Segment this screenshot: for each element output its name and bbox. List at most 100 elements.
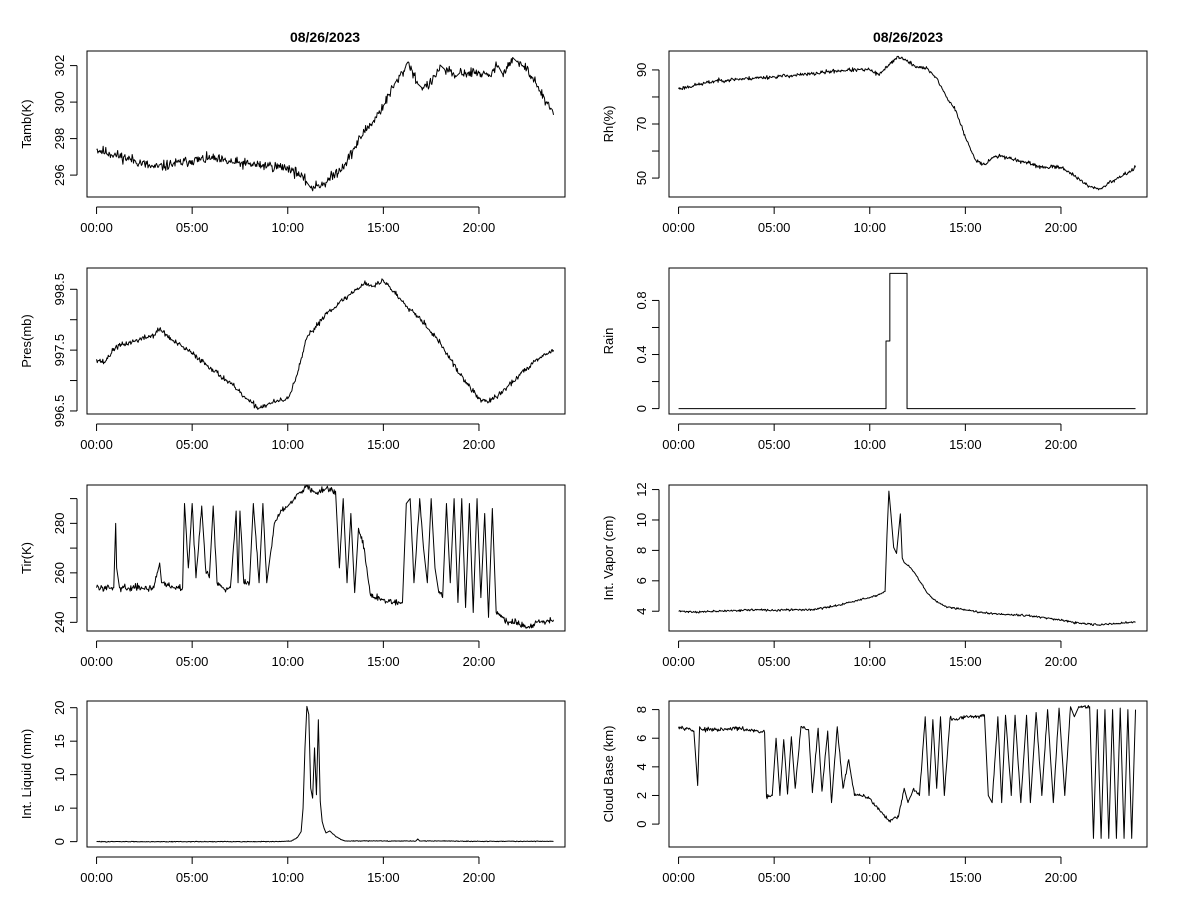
y-tick-label: 296 (52, 164, 67, 186)
series-line-tir (96, 485, 554, 629)
x-tick-label: 00:00 (80, 654, 113, 669)
y-tick-label: 996.5 (52, 395, 67, 428)
plot-frame (668, 700, 1148, 848)
panels: 00:00 05:00 10:00 15:00 20:00 296 298 300 302 Tam… (19, 50, 1148, 885)
panel-liquid: 00:00 05:00 10:00 15:00 20:00 0 5 10 15 20 Int. Li… (19, 700, 566, 885)
x-tick-label: 20:00 (1045, 870, 1078, 885)
x-tick-label: 20:00 (463, 654, 496, 669)
x-tick-label: 10:00 (853, 220, 886, 235)
y-tick-label: 260 (52, 562, 67, 584)
plot-frame (86, 267, 566, 415)
y-tick-label: 4 (634, 763, 649, 770)
y-tick-label: 12 (634, 482, 649, 496)
y-tick-label: 240 (52, 611, 67, 633)
x-tick-label: 10:00 (853, 870, 886, 885)
x-tick-label: 00:00 (662, 220, 695, 235)
y-axis-label: Int. Liquid (mm) (19, 729, 34, 819)
y-tick-label: 10 (52, 767, 67, 781)
x-tick-label: 00:00 (80, 870, 113, 885)
x-tick-label: 05:00 (758, 870, 791, 885)
panel-tamb: 00:00 05:00 10:00 15:00 20:00 296 298 300 302 Tam… (19, 50, 566, 235)
y-tick-label: 2 (634, 792, 649, 799)
x-tick-label: 15:00 (949, 220, 982, 235)
y-tick-label: 8 (634, 547, 649, 554)
x-tick-label: 10:00 (271, 870, 304, 885)
x-tick-label: 15:00 (367, 220, 400, 235)
y-tick-label: 0.8 (634, 291, 649, 309)
x-tick-label: 00:00 (662, 870, 695, 885)
right-column-title: 08/26/2023 (873, 29, 943, 45)
y-axis-label: Rh(%) (601, 106, 616, 143)
series-line-tamb (96, 56, 555, 192)
series-line-vapor (678, 490, 1136, 627)
x-tick-label: 15:00 (949, 654, 982, 669)
y-tick-label: 280 (52, 513, 67, 535)
x-tick-label: 20:00 (463, 437, 496, 452)
plot-frame (86, 484, 566, 632)
x-tick-label: 10:00 (271, 654, 304, 669)
y-tick-label: 997.5 (52, 334, 67, 367)
x-tick-label: 15:00 (367, 654, 400, 669)
left-column-title: 08/26/2023 (290, 29, 360, 45)
x-tick-label: 10:00 (271, 437, 304, 452)
x-tick-label: 10:00 (853, 654, 886, 669)
x-tick-label: 10:00 (271, 220, 304, 235)
x-tick-label: 20:00 (463, 220, 496, 235)
y-axis-label: Rain (601, 328, 616, 355)
x-tick-label: 15:00 (367, 870, 400, 885)
x-tick-label: 20:00 (1045, 654, 1078, 669)
x-tick-label: 20:00 (1045, 437, 1078, 452)
panel-rain: 00:00 05:00 10:00 15:00 20:00 0 0.4 0.8 Rain (601, 267, 1148, 452)
y-tick-label: 5 (52, 805, 67, 812)
y-tick-label: 0 (634, 405, 649, 412)
x-tick-label: 05:00 (758, 654, 791, 669)
plot-frame (668, 50, 1148, 198)
series-line-cloudbase (678, 704, 1137, 839)
y-tick-label: 50 (634, 171, 649, 185)
x-tick-label: 05:00 (758, 220, 791, 235)
y-axis-label: Tir(K) (19, 542, 34, 574)
series-line-pres (96, 278, 554, 410)
y-tick-label: 0 (634, 820, 649, 827)
y-axis-label: Int. Vapor (cm) (601, 515, 616, 600)
x-tick-label: 00:00 (80, 437, 113, 452)
y-tick-label: 8 (634, 706, 649, 713)
panel-vapor: 00:00 05:00 10:00 15:00 20:00 4 6 8 10 12 Int. Vap… (601, 482, 1148, 669)
x-tick-label: 00:00 (80, 220, 113, 235)
plot-frame (668, 267, 1148, 415)
x-tick-label: 05:00 (176, 220, 209, 235)
y-tick-label: 0.4 (634, 345, 649, 363)
y-tick-label: 298 (52, 128, 67, 150)
y-tick-label: 15 (52, 734, 67, 748)
x-tick-label: 00:00 (662, 654, 695, 669)
plot-frame (668, 484, 1148, 632)
series-line-rh (678, 55, 1136, 191)
y-tick-label: 300 (52, 91, 67, 113)
y-tick-label: 6 (634, 735, 649, 742)
x-tick-label: 10:00 (853, 437, 886, 452)
panel-pres: 00:00 05:00 10:00 15:00 20:00 996.5 997.5 998.5… (19, 267, 566, 452)
panel-cloudbase: 00:00 05:00 10:00 15:00 20:00 0 2 4 6 8 Cloud Base… (601, 700, 1148, 885)
series-line-rain (678, 272, 1136, 410)
x-tick-label: 05:00 (176, 437, 209, 452)
x-tick-label: 00:00 (662, 437, 695, 452)
x-tick-label: 05:00 (758, 437, 791, 452)
x-tick-label: 05:00 (176, 654, 209, 669)
x-tick-label: 20:00 (463, 870, 496, 885)
x-tick-label: 20:00 (1045, 220, 1078, 235)
y-tick-label: 70 (634, 117, 649, 131)
y-tick-label: 0 (52, 838, 67, 845)
panel-rh: 00:00 05:00 10:00 15:00 20:00 50 70 90 Rh(%) (601, 50, 1148, 235)
x-tick-label: 15:00 (949, 437, 982, 452)
y-axis-label: Tamb(K) (19, 99, 34, 148)
plot-frame (86, 700, 566, 848)
y-tick-label: 4 (634, 608, 649, 615)
y-tick-label: 20 (52, 700, 67, 714)
y-axis-label: Pres(mb) (19, 314, 34, 367)
x-tick-label: 15:00 (367, 437, 400, 452)
y-tick-label: 90 (634, 63, 649, 77)
x-tick-label: 05:00 (176, 870, 209, 885)
y-tick-label: 998.5 (52, 273, 67, 306)
panel-tir: 00:00 05:00 10:00 15:00 20:00 240 260 280 Tir(K) (19, 484, 566, 669)
